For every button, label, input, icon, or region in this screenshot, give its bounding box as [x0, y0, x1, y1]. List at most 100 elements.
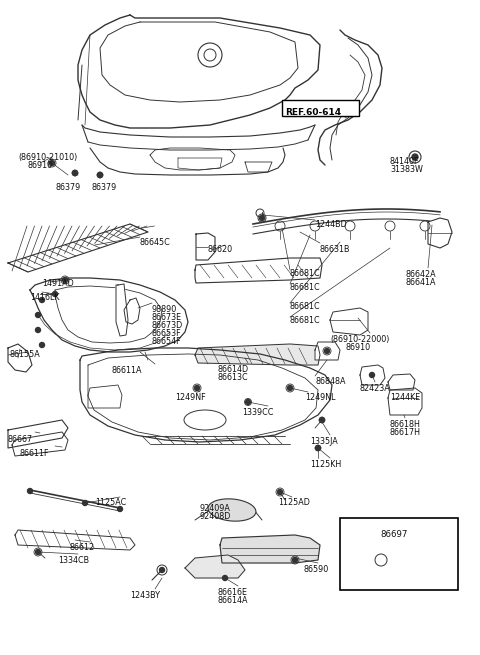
Text: (86910-21010): (86910-21010): [18, 153, 77, 162]
Text: 86681C: 86681C: [290, 302, 321, 311]
Text: 84140F: 84140F: [390, 157, 420, 166]
Text: 86848A: 86848A: [315, 377, 346, 386]
Text: 86673E: 86673E: [152, 313, 182, 322]
Polygon shape: [30, 278, 188, 352]
Text: 86641A: 86641A: [405, 278, 435, 287]
Circle shape: [27, 489, 33, 493]
Text: 1339CC: 1339CC: [242, 408, 274, 417]
Polygon shape: [185, 555, 245, 578]
Text: 86653F: 86653F: [152, 329, 181, 338]
Text: 1243BY: 1243BY: [130, 591, 160, 600]
Text: 86631B: 86631B: [320, 245, 350, 254]
Text: 86910: 86910: [28, 161, 53, 170]
Polygon shape: [8, 344, 32, 372]
Text: 86590: 86590: [303, 565, 328, 574]
Circle shape: [412, 154, 418, 160]
Text: 1491AD: 1491AD: [42, 279, 74, 288]
Circle shape: [159, 567, 165, 572]
Polygon shape: [195, 258, 322, 283]
Circle shape: [39, 297, 45, 303]
Text: 86614A: 86614A: [218, 596, 249, 605]
Text: 86611A: 86611A: [112, 366, 143, 375]
Circle shape: [52, 291, 58, 297]
Text: 82423A: 82423A: [360, 384, 391, 393]
Text: 31383W: 31383W: [390, 165, 423, 174]
Polygon shape: [428, 218, 452, 248]
Text: 1249NL: 1249NL: [305, 393, 336, 402]
Circle shape: [62, 278, 68, 282]
Circle shape: [36, 550, 40, 555]
Polygon shape: [388, 388, 422, 415]
Polygon shape: [195, 344, 320, 365]
Text: 86642A: 86642A: [405, 270, 436, 279]
Text: 86681C: 86681C: [290, 283, 321, 292]
Polygon shape: [8, 420, 68, 448]
FancyBboxPatch shape: [282, 100, 359, 116]
Text: 1416LK: 1416LK: [30, 293, 60, 302]
Text: 86697: 86697: [380, 530, 408, 539]
Circle shape: [223, 576, 228, 580]
Text: 86613C: 86613C: [218, 373, 249, 382]
Text: 86645C: 86645C: [140, 238, 171, 247]
Circle shape: [36, 328, 40, 333]
Text: 86617H: 86617H: [390, 428, 421, 437]
Text: 1244BD: 1244BD: [315, 220, 347, 229]
Text: 86379: 86379: [92, 183, 117, 192]
Text: 86379: 86379: [55, 183, 80, 192]
Circle shape: [72, 170, 77, 176]
Text: 86910: 86910: [346, 343, 371, 352]
Text: 1125KH: 1125KH: [310, 460, 341, 469]
Text: (86910-22000): (86910-22000): [330, 335, 389, 344]
Text: 92408D: 92408D: [200, 512, 231, 521]
Text: 1249NF: 1249NF: [175, 393, 205, 402]
Circle shape: [194, 386, 200, 390]
Circle shape: [245, 400, 251, 405]
Circle shape: [49, 160, 55, 166]
Polygon shape: [360, 365, 385, 385]
Ellipse shape: [208, 499, 256, 521]
Polygon shape: [15, 530, 135, 550]
Text: 86616E: 86616E: [218, 588, 248, 597]
Circle shape: [118, 506, 122, 512]
Polygon shape: [196, 233, 215, 260]
Circle shape: [97, 172, 103, 178]
Text: 1125AD: 1125AD: [278, 498, 310, 507]
Text: 86673D: 86673D: [152, 321, 183, 330]
Circle shape: [315, 445, 321, 451]
Text: 86654F: 86654F: [152, 337, 181, 346]
Circle shape: [260, 215, 264, 221]
Polygon shape: [388, 374, 415, 390]
Text: 1334CB: 1334CB: [58, 556, 89, 565]
Circle shape: [277, 489, 283, 495]
Circle shape: [320, 417, 324, 422]
Circle shape: [324, 348, 329, 354]
Text: 1125AC: 1125AC: [95, 498, 126, 507]
Circle shape: [36, 312, 40, 318]
Text: 86667: 86667: [8, 435, 33, 444]
Circle shape: [39, 343, 45, 348]
Polygon shape: [116, 284, 128, 336]
Text: 1335JA: 1335JA: [310, 437, 338, 446]
Text: 92409A: 92409A: [200, 504, 231, 513]
Polygon shape: [330, 308, 368, 335]
Polygon shape: [220, 535, 320, 563]
Text: 1244KE: 1244KE: [390, 393, 420, 402]
Text: 86614D: 86614D: [218, 365, 249, 374]
Circle shape: [292, 557, 298, 563]
Circle shape: [83, 500, 87, 506]
Circle shape: [370, 373, 374, 377]
Circle shape: [288, 386, 292, 390]
Text: 86681C: 86681C: [290, 316, 321, 325]
Text: 86155A: 86155A: [10, 350, 41, 359]
Text: REF.60-614: REF.60-614: [285, 108, 341, 117]
Text: 86618H: 86618H: [390, 420, 421, 429]
Polygon shape: [12, 432, 68, 456]
Polygon shape: [8, 224, 148, 272]
Text: 98890: 98890: [152, 305, 177, 314]
Text: 86681C: 86681C: [290, 269, 321, 278]
Polygon shape: [368, 548, 400, 570]
Text: 86611F: 86611F: [20, 449, 49, 458]
Text: 86620: 86620: [208, 245, 233, 254]
Text: 86612: 86612: [70, 543, 95, 552]
Polygon shape: [124, 298, 140, 324]
